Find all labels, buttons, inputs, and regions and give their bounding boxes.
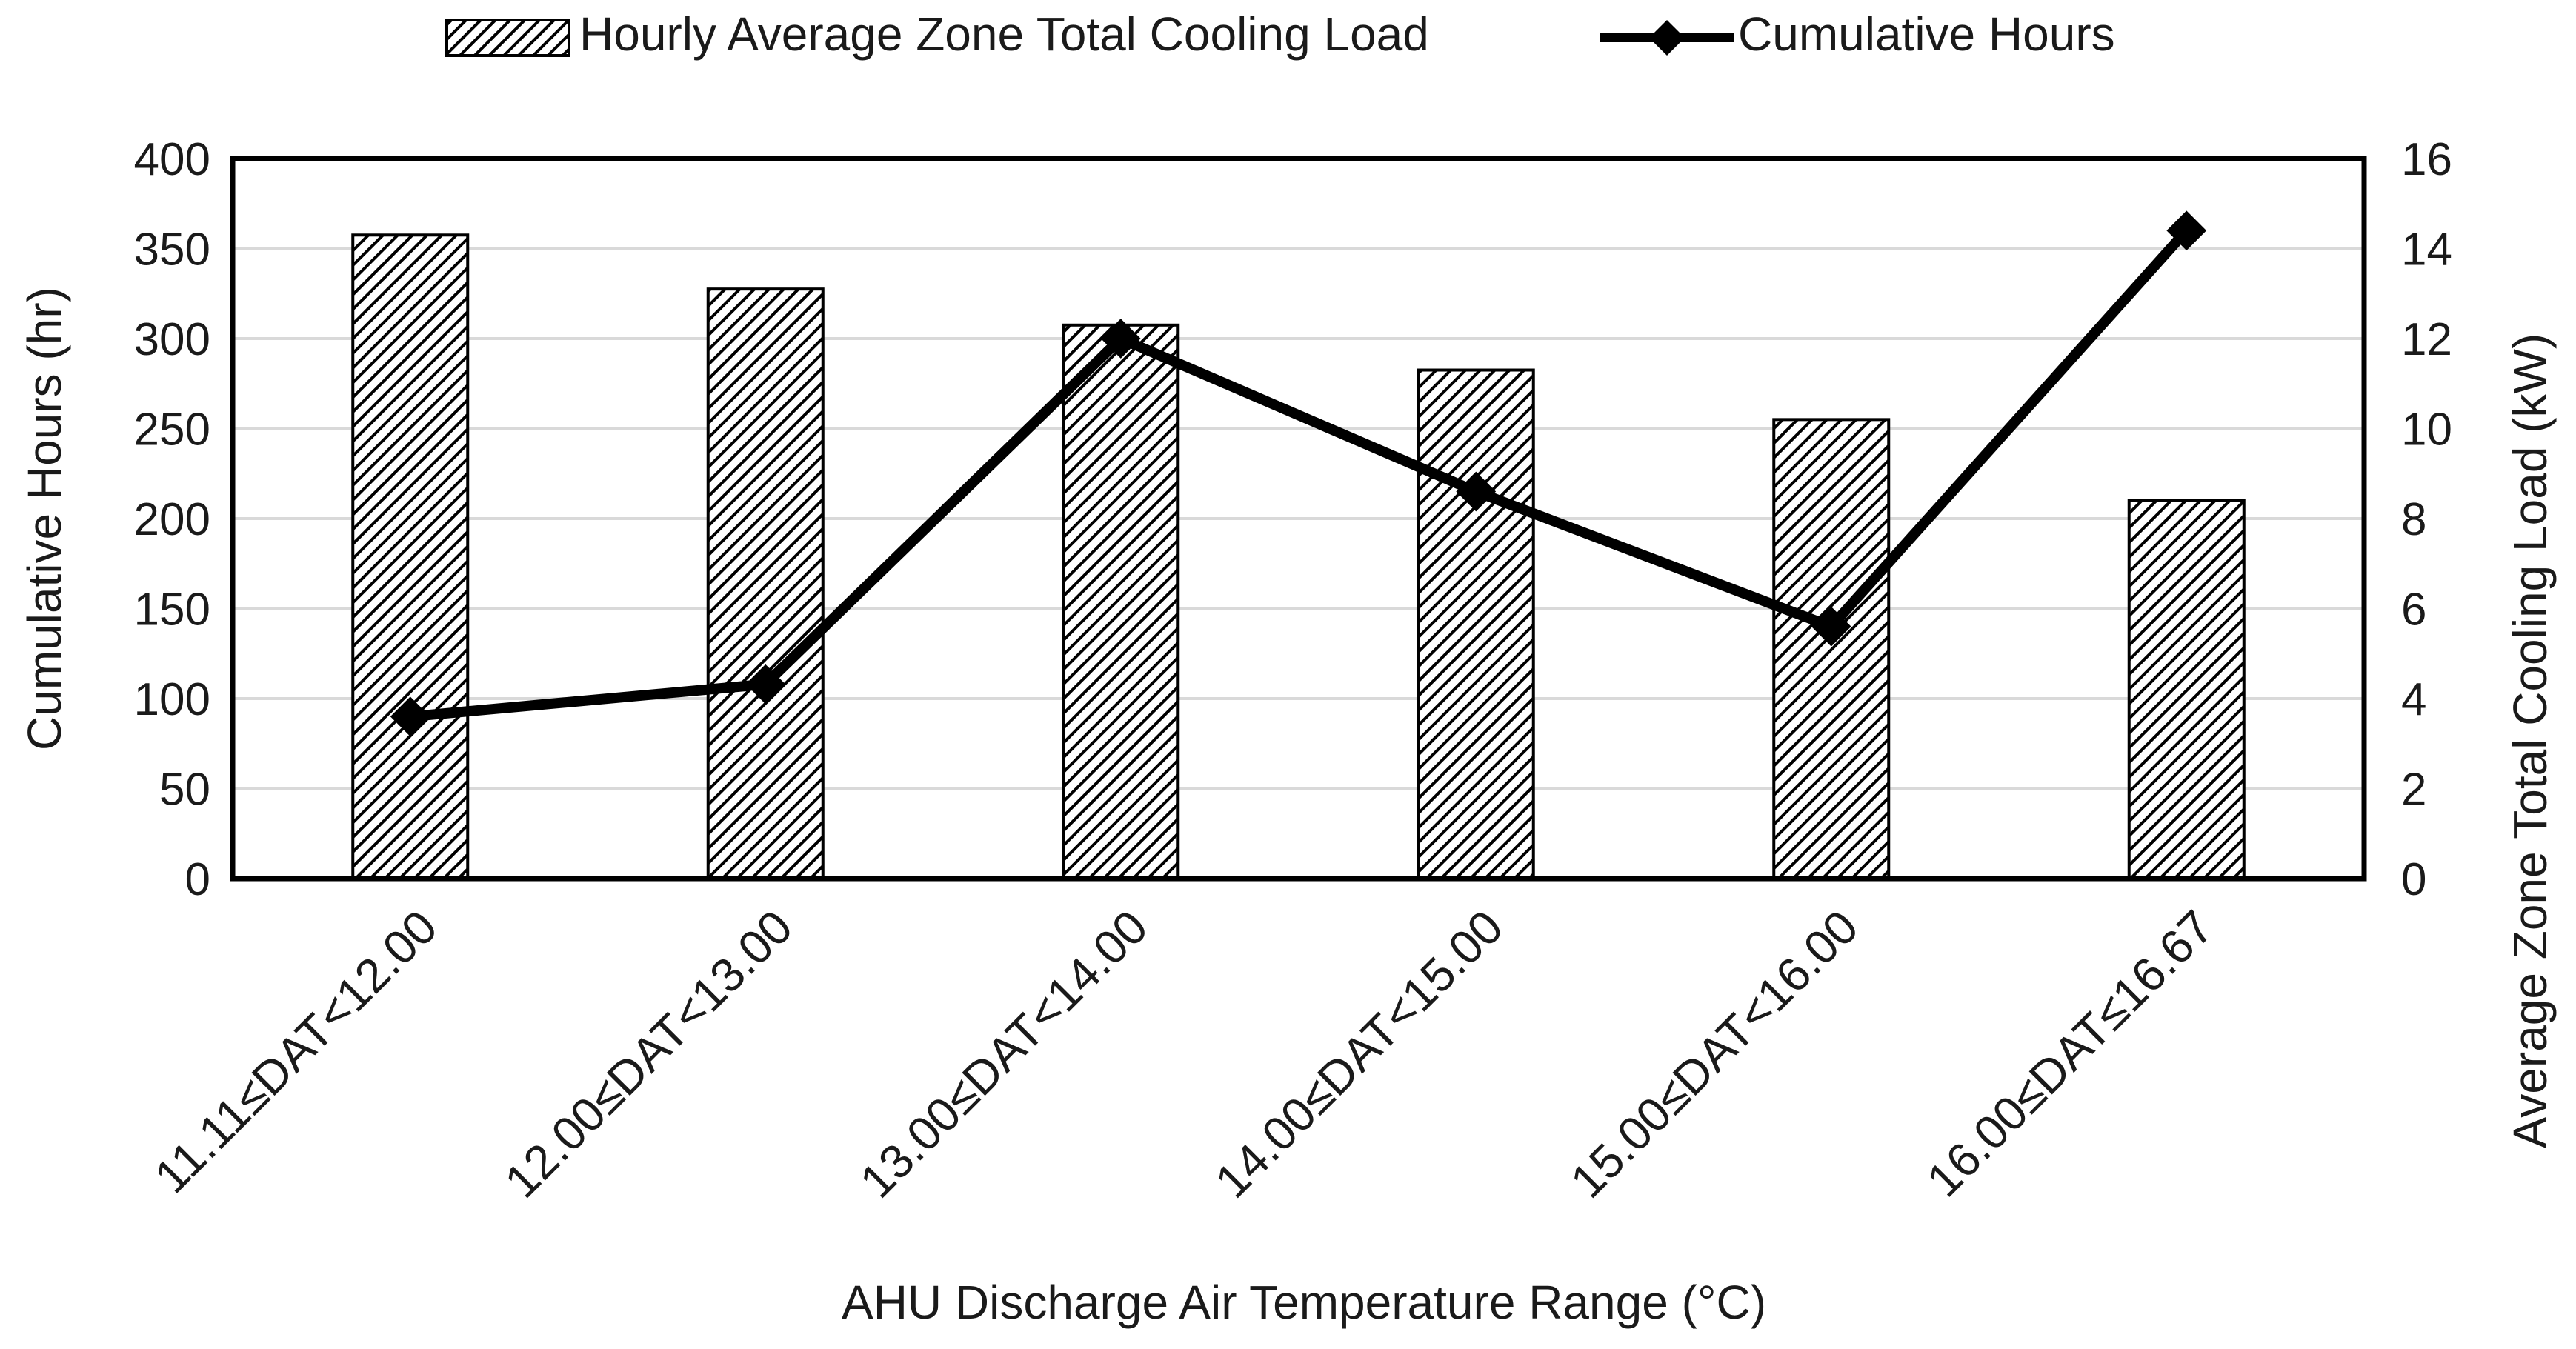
legend-line-label: Cumulative Hours bbox=[1738, 7, 2115, 61]
x-category-label: 13.00≤DAT<14.00 bbox=[850, 900, 1158, 1208]
bar bbox=[706, 287, 825, 880]
y-left-tick-label: 100 bbox=[134, 674, 210, 725]
line-series bbox=[390, 210, 2207, 737]
y-right-tick-label: 4 bbox=[2401, 674, 2426, 725]
legend-bar-label: Hourly Average Zone Total Cooling Load bbox=[579, 7, 1429, 61]
plot-frame bbox=[230, 156, 2367, 882]
y-axis-left-title: Cumulative Hours (hr) bbox=[18, 287, 71, 750]
bars bbox=[351, 233, 2246, 880]
line-path bbox=[410, 227, 2191, 722]
bar bbox=[1062, 323, 1180, 880]
legend-line-marker bbox=[1648, 19, 1685, 56]
y-left-tick-label: 50 bbox=[159, 765, 210, 816]
y-axis-right-title: Average Zone Total Cooling Load (kW) bbox=[2503, 333, 2557, 1148]
y-right-tick-label: 2 bbox=[2401, 765, 2426, 816]
y-right-tick-label: 14 bbox=[2401, 224, 2452, 276]
x-axis-category-labels: 11.11≤DAT<12.00 12.00≤DAT<13.00 13.00≤DAT<… bbox=[144, 900, 2224, 1208]
y-right-tick-label: 12 bbox=[2401, 314, 2452, 365]
legend-bar-swatch bbox=[445, 19, 570, 57]
y-axis-left-ticks: 0 50 100 150 200 250 300 350 400 bbox=[134, 134, 210, 905]
y-left-tick-label: 350 bbox=[134, 224, 210, 276]
y-right-tick-label: 10 bbox=[2401, 404, 2452, 456]
y-axis-right-ticks: 0 2 4 6 8 10 12 14 16 bbox=[2401, 134, 2452, 905]
x-category-label: 14.00≤DAT<15.00 bbox=[1205, 900, 1513, 1208]
bar bbox=[1417, 368, 1535, 880]
x-category-label: 11.11≤DAT<12.00 bbox=[144, 900, 447, 1203]
x-category-label: 12.00≤DAT<13.00 bbox=[494, 900, 802, 1208]
y-left-tick-label: 300 bbox=[134, 314, 210, 365]
bar bbox=[351, 233, 470, 880]
y-left-tick-label: 150 bbox=[134, 584, 210, 636]
y-left-tick-label: 0 bbox=[185, 854, 210, 905]
bar bbox=[2127, 499, 2246, 880]
y-left-tick-label: 400 bbox=[134, 134, 210, 185]
y-left-tick-label: 250 bbox=[134, 404, 210, 456]
y-right-tick-label: 0 bbox=[2401, 854, 2426, 905]
y-right-tick-label: 16 bbox=[2401, 134, 2452, 185]
legend: Hourly Average Zone Total Cooling Load C… bbox=[445, 7, 2115, 61]
x-category-label: 16.00≤DAT≤16.67 bbox=[1917, 900, 2223, 1207]
y-left-tick-label: 200 bbox=[134, 494, 210, 545]
y-right-tick-label: 8 bbox=[2401, 494, 2426, 545]
bar bbox=[1772, 418, 1891, 880]
x-axis-title: AHU Discharge Air Temperature Range (°C) bbox=[842, 1276, 1766, 1329]
x-category-label: 15.00≤DAT<16.00 bbox=[1560, 900, 1868, 1208]
y-right-tick-label: 6 bbox=[2401, 584, 2426, 636]
